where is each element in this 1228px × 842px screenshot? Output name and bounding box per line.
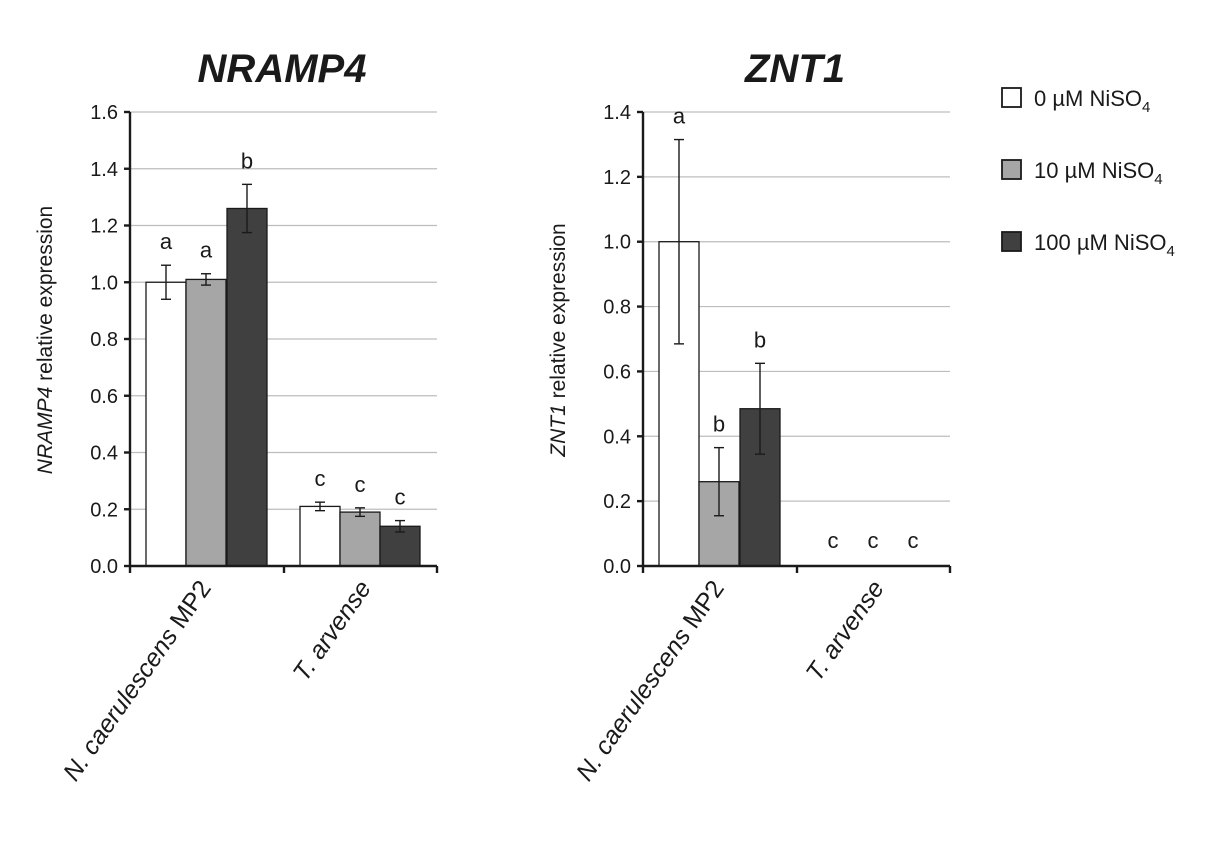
y-tick-label: 0.4	[90, 443, 118, 465]
category-label-rest: MP2	[674, 575, 730, 639]
bar	[226, 207, 268, 567]
y-tick-label: 0.6	[603, 361, 631, 383]
significance-letter: c	[315, 466, 326, 491]
y-tick-label: 0.8	[90, 329, 118, 351]
legend-label-subscript: 4	[1142, 99, 1150, 116]
category-label: N. caerulescens MP2	[58, 575, 217, 786]
significance-letter: c	[908, 528, 919, 553]
znt1-chart: ZNT1 0.0 0.2 0.4 0.6 0.8 1.0 1.2 1.4 a c b c b c ZNT1 …	[547, 47, 952, 786]
category-label-italic: N. caerulescens	[58, 623, 184, 786]
category-label-rest: MP2	[161, 575, 217, 639]
legend-swatch	[1001, 87, 1022, 108]
y-axis-label-italic: ZNT1	[547, 404, 570, 458]
y-tick-label: 0.4	[603, 426, 631, 448]
y-tick-label: 1.4	[603, 102, 631, 124]
y-axis-label: NRAMP4 relative expression	[34, 206, 57, 474]
y-tick-label: 0.2	[90, 499, 118, 521]
legend-label-text: 10 µM NiSO	[1034, 158, 1154, 183]
bar	[185, 278, 227, 567]
bar	[379, 525, 421, 567]
legend-label-subscript: 4	[1167, 243, 1175, 260]
significance-letter: b	[241, 148, 253, 173]
y-tick-label: 0.0	[90, 556, 118, 578]
bar	[299, 505, 341, 567]
chart-title: NRAMP4	[198, 47, 367, 91]
y-tick-label: 1.6	[90, 102, 118, 124]
y-tick-label: 1.4	[90, 159, 118, 181]
y-axis-label-rest: relative expression	[34, 206, 57, 387]
y-tick-label: 1.0	[90, 272, 118, 294]
legend-swatch	[1001, 231, 1022, 252]
chart-title: ZNT1	[744, 47, 845, 91]
category-label: N. caerulescens MP2	[571, 575, 730, 786]
y-tick-label: 1.2	[603, 167, 631, 189]
significance-letter: c	[828, 528, 839, 553]
legend-swatch	[1001, 159, 1022, 180]
y-axis-label-italic: NRAMP4	[34, 387, 57, 475]
category-label: T. arvense	[288, 575, 377, 686]
y-tick-label: 1.2	[90, 216, 118, 238]
significance-letter: c	[868, 528, 879, 553]
significance-letter: b	[754, 327, 766, 352]
y-tick-label: 1.0	[603, 232, 631, 254]
legend-label-text: 0 µM NiSO	[1034, 86, 1142, 111]
significance-letter: c	[355, 472, 366, 497]
category-label: T. arvense	[801, 575, 890, 686]
category-label-italic: T. arvense	[801, 575, 890, 686]
category-label-italic: N. caerulescens	[571, 623, 697, 786]
bar	[339, 511, 381, 567]
legend-label: 0 µM NiSO4	[1034, 86, 1150, 116]
y-axis-label: ZNT1 relative expression	[547, 223, 570, 457]
y-tick-label: 0.8	[603, 297, 631, 319]
significance-letter: a	[160, 229, 173, 254]
significance-letter: a	[673, 104, 686, 129]
nramp4-chart: NRAMP4 0.0 0.2 0.4 0.6 0.8 1.0 1.2 1.4 1.6 a c a c b c…	[34, 47, 439, 786]
significance-letter: b	[713, 412, 725, 437]
y-tick-label: 0.6	[90, 386, 118, 408]
legend-label-subscript: 4	[1154, 171, 1162, 188]
y-axis-label-rest: relative expression	[547, 223, 570, 404]
category-label-italic: T. arvense	[288, 575, 377, 686]
bar	[145, 281, 187, 567]
legend-label: 100 µM NiSO4	[1034, 230, 1175, 260]
y-tick-label: 0.2	[603, 491, 631, 513]
y-tick-label: 0.0	[603, 556, 631, 578]
legend-label: 10 µM NiSO4	[1034, 158, 1163, 188]
legend-label-text: 100 µM NiSO	[1034, 230, 1167, 255]
significance-letter: a	[200, 238, 213, 263]
significance-letter: c	[395, 485, 406, 510]
